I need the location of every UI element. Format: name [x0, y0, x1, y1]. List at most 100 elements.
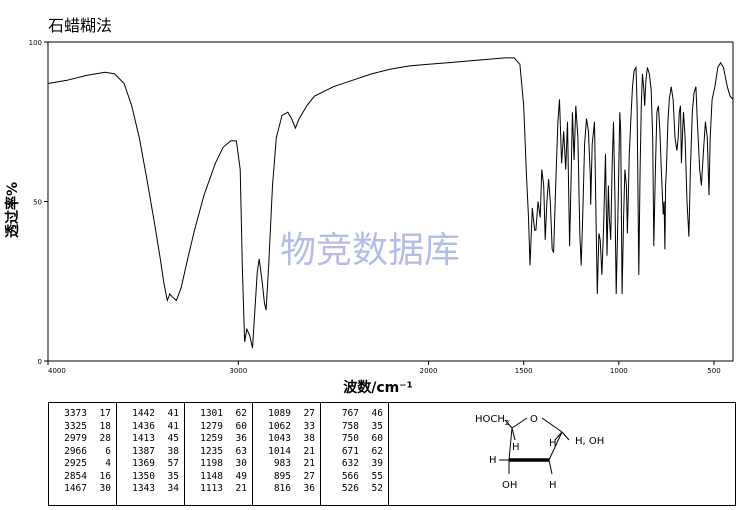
peak-intensity: 21 [235, 483, 247, 494]
peak-wavenumber: 758 [341, 420, 359, 432]
peak-table: 3373 17 3325 18 2979 28 2966 6 2925 4 2854 16 1467 30… [48, 402, 736, 506]
peak-intensity: 62 [235, 408, 247, 419]
peak-table-row: 1343 34 [117, 483, 184, 496]
peak-wavenumber: 1148 [200, 470, 223, 482]
peak-table-row: 816 36 [253, 483, 320, 496]
peak-table-row: 1436 41 [117, 421, 184, 434]
peak-wavenumber: 1235 [200, 445, 223, 457]
peak-table-row: 1301 62 [185, 408, 252, 421]
peak-table-row: 1113 21 [185, 483, 252, 496]
peak-intensity: 18 [99, 420, 111, 432]
peak-wavenumber: 1014 [268, 445, 291, 457]
peak-table-row: 1442 41 [117, 408, 184, 421]
peak-wavenumber: 1442 [132, 408, 155, 419]
peak-intensity: 34 [167, 483, 179, 494]
peak-table-row: 1369 57 [117, 458, 184, 471]
peak-wavenumber: 1062 [268, 420, 291, 432]
peak-intensity: 35 [167, 470, 179, 482]
peak-intensity: 28 [99, 433, 111, 444]
peak-table-column: 1089 27 1062 33 1043 38 1014 21 983 21 895 27 816 36 [253, 403, 321, 505]
ticks: 4000 3000 2000 1500 1000 500 0 50 100 [29, 39, 721, 375]
struct-h-c3: H [489, 455, 497, 466]
x-tick-label: 1500 [515, 367, 533, 375]
peak-wavenumber: 1043 [268, 433, 291, 444]
peak-table-row: 983 21 [253, 458, 320, 471]
y-tick-label: 100 [29, 39, 42, 47]
peak-table-row: 526 52 [321, 483, 388, 496]
peak-wavenumber: 750 [341, 433, 359, 444]
struct-h-oh-c1: H, OH [575, 436, 604, 447]
peak-table-row: 767 46 [321, 408, 388, 421]
peak-wavenumber: 1387 [132, 445, 155, 457]
peak-intensity: 45 [167, 433, 179, 444]
peak-table-row: 1279 60 [185, 421, 252, 434]
peak-intensity: 62 [371, 445, 383, 457]
peak-wavenumber: 1369 [132, 458, 155, 469]
peak-intensity: 17 [99, 408, 111, 419]
peak-intensity: 46 [371, 408, 383, 419]
peak-table-row: 632 39 [321, 458, 388, 471]
peak-table-column: 1442 41 1436 41 1413 45 1387 38 1369 57 1350 35 1343… [117, 403, 185, 505]
struct-oh-c3: OH [502, 480, 517, 491]
peak-wavenumber: 1436 [132, 420, 155, 432]
peak-intensity: 39 [371, 458, 383, 469]
peak-wavenumber: 671 [341, 445, 359, 457]
y-tick-label: 50 [33, 199, 42, 207]
y-axis-label: 透过率% [4, 182, 21, 238]
peak-table-row: 1062 33 [253, 421, 320, 434]
peak-wavenumber: 1343 [132, 483, 155, 494]
peak-wavenumber: 566 [341, 470, 359, 482]
spectrum-series-line [47, 57, 734, 349]
peak-table-column: 3373 17 3325 18 2979 28 2966 6 2925 4 2854 16 1467 30 [49, 403, 117, 505]
peak-table-column: 1301 62 1279 60 1259 36 1235 63 1198 30 1148 49 1113… [185, 403, 253, 505]
peak-table-row: 1014 21 [253, 446, 320, 459]
peak-table-row: 1198 30 [185, 458, 252, 471]
peak-intensity: 21 [303, 458, 315, 469]
struct-h-c1: H [549, 438, 557, 449]
peak-table-row: 1467 30 [49, 483, 116, 496]
peak-wavenumber: 2925 [64, 458, 87, 469]
peak-table-column: 767 46 758 35 750 60 671 62 632 39 566 55 526 52 [321, 403, 389, 505]
peak-wavenumber: 632 [341, 458, 359, 469]
peak-table-row: 895 27 [253, 471, 320, 484]
peak-intensity: 55 [371, 470, 383, 482]
peak-wavenumber: 3373 [64, 408, 87, 419]
peak-intensity: 38 [303, 433, 315, 444]
x-tick-label: 500 [707, 367, 720, 375]
peak-table-row: 1387 38 [117, 446, 184, 459]
peak-intensity: 52 [371, 483, 383, 494]
peak-intensity: 49 [235, 470, 247, 482]
peak-wavenumber: 1413 [132, 433, 155, 444]
struct-h-c4: H [512, 442, 520, 453]
peak-table-row: 1043 38 [253, 433, 320, 446]
peak-intensity: 41 [167, 408, 179, 419]
struct-hoch2-label: HOCH2 [475, 414, 509, 427]
peak-intensity: 27 [303, 470, 315, 482]
watermark-text: 物竞数据库 [280, 230, 460, 271]
peak-wavenumber: 526 [341, 483, 359, 494]
struct-ring-oxygen: O [530, 414, 538, 425]
peak-wavenumber: 1113 [200, 483, 223, 494]
peak-intensity: 36 [303, 483, 315, 494]
peak-wavenumber: 1259 [200, 433, 223, 444]
chart-title: 石蜡糊法 [48, 16, 113, 35]
x-tick-label: 2000 [420, 367, 438, 375]
peak-table-row: 758 35 [321, 421, 388, 434]
peak-table-row: 1350 35 [117, 471, 184, 484]
y-tick-label: 0 [38, 358, 42, 366]
x-tick-label: 4000 [48, 367, 66, 375]
peak-table-row: 2854 16 [49, 471, 116, 484]
peak-wavenumber: 1467 [64, 483, 87, 494]
peak-wavenumber: 983 [273, 458, 291, 469]
peak-intensity: 60 [235, 420, 247, 432]
spectrum-chart: 4000 3000 2000 1500 1000 500 0 50 100 物竞数据库 波数/c… [4, 39, 734, 396]
x-tick-label: 3000 [229, 367, 247, 375]
peak-table-row: 1089 27 [253, 408, 320, 421]
peak-table-row: 2966 6 [49, 446, 116, 459]
peak-table-row: 1148 49 [185, 471, 252, 484]
peak-table-row: 2925 4 [49, 458, 116, 471]
peak-wavenumber: 767 [341, 408, 359, 419]
peak-table-row: 3373 17 [49, 408, 116, 421]
peak-wavenumber: 1198 [200, 458, 223, 469]
x-tick-label: 1000 [610, 367, 628, 375]
